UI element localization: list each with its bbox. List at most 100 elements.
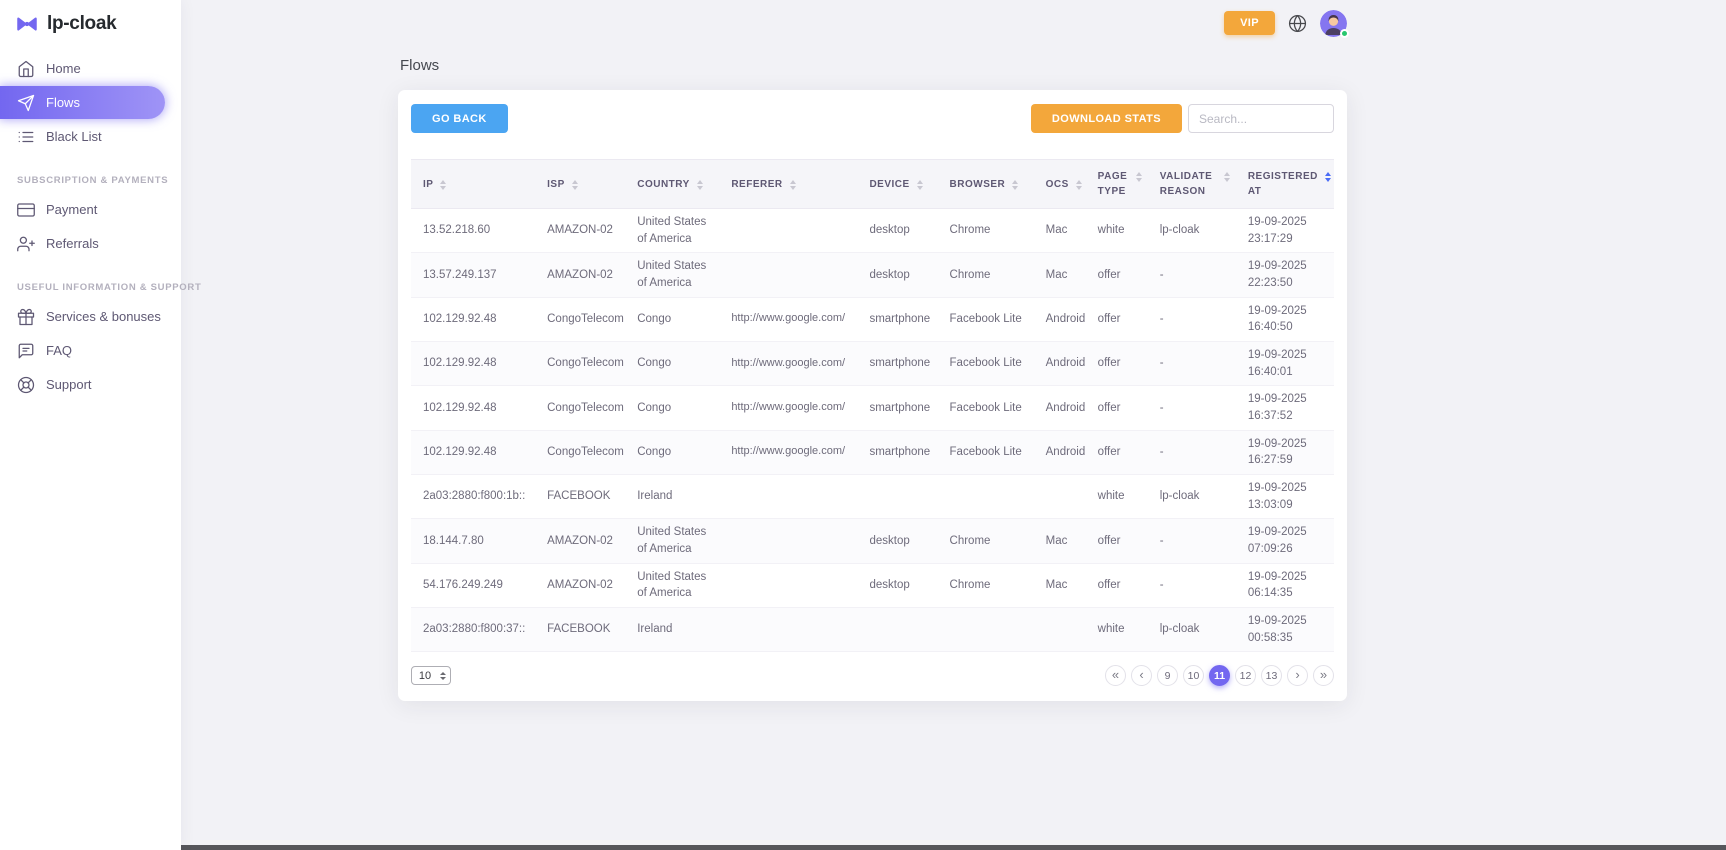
pagination-next-button[interactable]: › [1287,665,1308,687]
pagination-pages: 9 10 11 12 13 [1157,665,1282,687]
column-header-isp[interactable]: ISP [535,159,626,209]
table-row[interactable]: 54.176.249.249 AMAZON-02 United States of … [411,563,1334,609]
cell-browser: Chrome [937,518,1034,564]
sidebar-item-referrals[interactable]: Referrals [0,227,165,260]
sidebar-item-support[interactable]: Support [0,368,165,401]
sidebar-item-payment[interactable]: Payment [0,193,165,226]
globe-icon[interactable] [1288,14,1307,33]
sidebar-item-label: Flows [46,95,80,110]
pagination-page-11[interactable]: 11 [1209,665,1230,687]
sort-icon [1324,172,1331,182]
flows-card: GO BACK DOWNLOAD STATS IP ISP COUNTRY REFER… [398,90,1347,702]
sidebar-item-black-list[interactable]: Black List [0,120,165,153]
table-wrap: IP ISP COUNTRY REFERER DEVICE BROWSER OCS PAGE … [411,159,1334,653]
table-row[interactable]: 13.57.249.137 AMAZON-02 United States of A… [411,252,1334,298]
page-size-select[interactable]: 10 [411,666,451,686]
cell-device: desktop [857,563,938,609]
cell-registered_at: 19-09-2025 00:58:35 [1235,607,1334,653]
table-row[interactable]: 13.52.218.60 AMAZON-02 United States of Am… [411,208,1334,254]
pagination-page-13[interactable]: 13 [1261,665,1282,687]
users-icon [17,235,35,253]
user-avatar[interactable] [1320,9,1349,38]
table-row[interactable]: 18.144.7.80 AMAZON-02 United States of Ame… [411,518,1334,564]
cell-country: United States of America [625,208,720,254]
cell-isp: CongoTelecom [535,297,626,343]
cell-validate_reason: - [1147,341,1236,387]
pagination-page-12[interactable]: 12 [1235,665,1256,687]
sidebar-item-home[interactable]: Home [0,52,165,85]
column-label: OCS [1045,178,1069,190]
vip-button[interactable]: VIP [1224,11,1275,35]
table-row[interactable]: 2a03:2880:f800:1b:: FACEBOOK Ireland white l… [411,474,1334,520]
search-input[interactable] [1188,104,1334,133]
cell-browser: Facebook Lite [937,341,1034,387]
bowtie-logo-icon [14,11,40,37]
horizontal-scrollbar[interactable] [0,845,1726,850]
cell-ip: 102.129.92.48 [411,430,536,476]
sort-icon [916,179,923,190]
cell-registered_at: 19-09-2025 16:27:59 [1235,430,1334,476]
table-row[interactable]: 102.129.92.48 CongoTelecom Congo http://www… [411,341,1334,387]
sidebar-item-faq[interactable]: FAQ [0,334,165,367]
column-header-ocs[interactable]: OCS [1033,159,1086,209]
cell-country: Congo [625,297,720,343]
cell-referer [719,607,858,653]
cell-ocs [1033,474,1086,520]
stepper-icon [438,671,450,680]
cell-ip: 13.57.249.137 [411,252,536,298]
go-back-button[interactable]: GO BACK [411,104,508,133]
column-label: REGISTERED AT [1247,171,1318,197]
cell-browser: Chrome [937,252,1034,298]
download-stats-button[interactable]: DOWNLOAD STATS [1030,104,1182,133]
column-label: PAGE TYPE [1097,171,1128,197]
cell-page_type: offer [1085,252,1148,298]
cell-device [857,607,938,653]
cell-country: United States of America [625,252,720,298]
cell-device: desktop [857,518,938,564]
cell-referer: http://www.google.com/ [719,430,858,476]
column-header-browser[interactable]: BROWSER [937,159,1034,209]
column-header-ip[interactable]: IP [411,159,536,209]
flows-table: IP ISP COUNTRY REFERER DEVICE BROWSER OCS PAGE … [411,159,1334,653]
cell-referer: http://www.google.com/ [719,341,858,387]
cell-registered_at: 19-09-2025 16:40:50 [1235,297,1334,343]
cell-ocs: Android [1033,297,1086,343]
column-header-page_type[interactable]: PAGE TYPE [1085,159,1148,209]
sort-icon [1012,179,1019,190]
column-header-country[interactable]: COUNTRY [625,159,720,209]
cell-page_type: white [1085,208,1148,254]
pagination-first-button[interactable]: « [1105,665,1126,687]
pagination-prev-button[interactable]: ‹ [1131,665,1152,687]
brand[interactable]: lp-cloak [0,0,181,51]
cell-page_type: offer [1085,341,1148,387]
sidebar-section-support-info: USEFUL INFORMATION & SUPPORT [0,282,201,293]
cell-ip: 2a03:2880:f800:1b:: [411,474,536,520]
sidebar-item-services-bonuses[interactable]: Services & bonuses [0,300,165,333]
pagination: « ‹ 9 10 11 12 13 › » [1105,665,1334,687]
column-header-registered_at[interactable]: REGISTERED AT [1235,159,1334,209]
cell-validate_reason: lp-cloak [1147,474,1236,520]
cell-device: smartphone [857,297,938,343]
column-header-validate_reason[interactable]: VALIDATE REASON [1147,159,1236,209]
pagination-last-button[interactable]: » [1313,665,1334,687]
table-row[interactable]: 102.129.92.48 CongoTelecom Congo http://www… [411,297,1334,343]
cell-ocs: Android [1033,385,1086,431]
table-row[interactable]: 102.129.92.48 CongoTelecom Congo http://www… [411,430,1334,476]
table-row[interactable]: 2a03:2880:f800:37:: FACEBOOK Ireland white l… [411,607,1334,653]
table-row[interactable]: 102.129.92.48 CongoTelecom Congo http://www… [411,385,1334,431]
sort-icon [789,179,796,190]
cell-isp: CongoTelecom [535,430,626,476]
page-title: Flows [400,57,440,74]
column-header-referer[interactable]: REFERER [719,159,858,209]
sidebar-item-flows[interactable]: Flows [0,86,165,119]
sort-icon [571,179,578,190]
cell-country: Ireland [625,607,720,653]
cell-device: desktop [857,208,938,254]
pagination-page-10[interactable]: 10 [1183,665,1204,687]
column-label: BROWSER [949,178,1006,190]
cell-registered_at: 19-09-2025 13:03:09 [1235,474,1334,520]
column-header-device[interactable]: DEVICE [857,159,938,209]
pagination-page-9[interactable]: 9 [1157,665,1178,687]
column-label: ISP [547,178,565,190]
cell-device: smartphone [857,385,938,431]
